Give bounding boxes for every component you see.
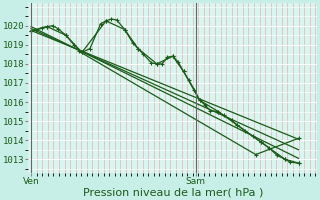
X-axis label: Pression niveau de la mer( hPa ): Pression niveau de la mer( hPa ) xyxy=(83,187,263,197)
